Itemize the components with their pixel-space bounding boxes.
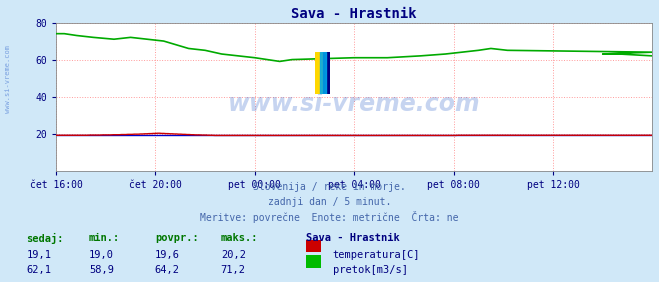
Polygon shape	[320, 52, 326, 94]
Text: Sava - Hrastnik: Sava - Hrastnik	[306, 233, 400, 243]
Text: 19,0: 19,0	[89, 250, 114, 259]
Text: 19,1: 19,1	[26, 250, 51, 259]
Text: Meritve: povrečne  Enote: metrične  Črta: ne: Meritve: povrečne Enote: metrične Črta: …	[200, 211, 459, 223]
Text: temperatura[C]: temperatura[C]	[333, 250, 420, 259]
Text: 62,1: 62,1	[26, 265, 51, 275]
Text: 71,2: 71,2	[221, 265, 246, 275]
Text: 58,9: 58,9	[89, 265, 114, 275]
Title: Sava - Hrastnik: Sava - Hrastnik	[291, 7, 417, 21]
Text: min.:: min.:	[89, 233, 120, 243]
Text: 19,6: 19,6	[155, 250, 180, 259]
Text: pretok[m3/s]: pretok[m3/s]	[333, 265, 408, 275]
Bar	[323, 52, 330, 94]
Text: 20,2: 20,2	[221, 250, 246, 259]
Bar	[316, 52, 323, 94]
Text: 64,2: 64,2	[155, 265, 180, 275]
Text: maks.:: maks.:	[221, 233, 258, 243]
Text: www.si-vreme.com: www.si-vreme.com	[228, 92, 480, 116]
Text: Slovenija / reke in morje.: Slovenija / reke in morje.	[253, 182, 406, 192]
Text: povpr.:: povpr.:	[155, 233, 198, 243]
Text: www.si-vreme.com: www.si-vreme.com	[5, 45, 11, 113]
Text: sedaj:: sedaj:	[26, 233, 64, 244]
Text: zadnji dan / 5 minut.: zadnji dan / 5 minut.	[268, 197, 391, 206]
